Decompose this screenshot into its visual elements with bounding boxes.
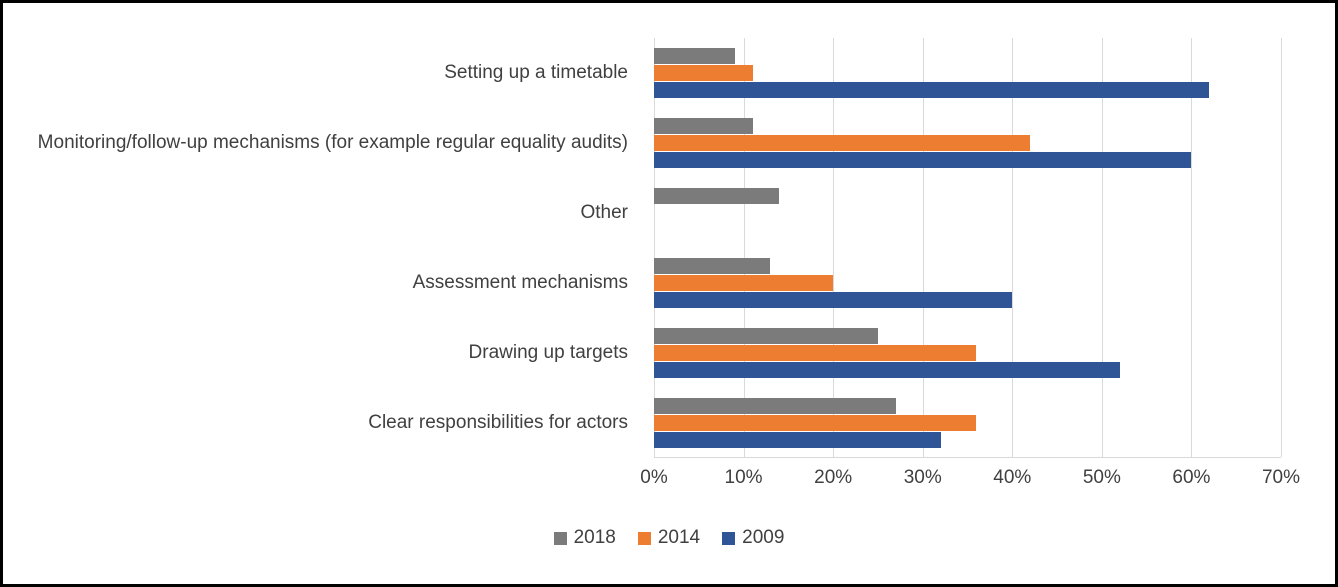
legend-item-2014: 2014 xyxy=(637,527,701,549)
bar-2018 xyxy=(654,48,735,64)
bar-2009 xyxy=(654,82,1210,98)
gridline xyxy=(1101,38,1103,457)
x-tick-label: 40% xyxy=(993,467,1032,488)
category-bar-group xyxy=(654,178,1281,248)
bar-2018 xyxy=(654,258,771,274)
gridline xyxy=(922,38,924,457)
gridline xyxy=(654,38,655,457)
gridline xyxy=(1191,38,1193,457)
gridline xyxy=(1281,38,1282,457)
category-bar-group xyxy=(654,248,1281,318)
category-bar-group xyxy=(654,388,1281,458)
bar-2014 xyxy=(654,415,977,431)
x-tick-label: 30% xyxy=(903,467,942,488)
category-bar-group xyxy=(654,108,1281,178)
x-tick-label: 10% xyxy=(724,467,763,488)
legend-swatch-icon xyxy=(722,531,736,545)
category-label: Assessment mechanisms xyxy=(412,272,628,294)
legend-label: 2014 xyxy=(657,527,701,548)
legend-label: 2009 xyxy=(742,527,785,548)
category-label: Monitoring/follow-up mechanisms (for exa… xyxy=(37,132,628,154)
legend-item-2009: 2009 xyxy=(722,527,784,549)
bar-2018 xyxy=(654,118,753,134)
category-label: Clear responsibilities for actors xyxy=(368,412,628,434)
gridline xyxy=(833,38,835,457)
bar-2009 xyxy=(654,362,1120,378)
category-label: Drawing up targets xyxy=(468,342,628,364)
legend-item-2018: 2018 xyxy=(553,527,616,549)
x-tick-label: 50% xyxy=(1082,467,1121,488)
x-tick-label: 20% xyxy=(814,467,853,488)
bar-2009 xyxy=(654,152,1192,168)
bar-2018 xyxy=(654,188,780,204)
bar-2014 xyxy=(654,345,977,361)
gridline xyxy=(1012,38,1014,457)
bar-2009 xyxy=(654,292,1013,308)
x-tick-label: 0% xyxy=(640,467,668,488)
plot-area xyxy=(654,38,1282,458)
bar-2014 xyxy=(654,65,753,81)
bar-2014 xyxy=(654,275,834,291)
gridline xyxy=(743,38,745,457)
x-tick-label: 60% xyxy=(1172,467,1211,488)
category-label: Setting up a timetable xyxy=(444,62,628,84)
category-axis-labels: Setting up a timetable Monitoring/follow-… xyxy=(3,38,630,458)
legend: 2018 2014 2009 xyxy=(3,527,1335,549)
bar-2014 xyxy=(654,135,1031,151)
legend-label: 2018 xyxy=(573,527,616,548)
category-label: Other xyxy=(580,202,628,224)
category-bar-group xyxy=(654,38,1281,108)
bar-2009 xyxy=(654,432,941,448)
x-axis-tick-labels: 0% 10% 20% 30% 40% 50% 60% 70% xyxy=(640,467,1300,497)
legend-swatch-icon xyxy=(637,531,651,545)
category-bar-group xyxy=(654,318,1281,388)
bar-2018 xyxy=(654,398,896,414)
bar-2018 xyxy=(654,328,878,344)
legend-swatch-icon xyxy=(553,531,567,545)
x-tick-label: 70% xyxy=(1261,467,1301,488)
